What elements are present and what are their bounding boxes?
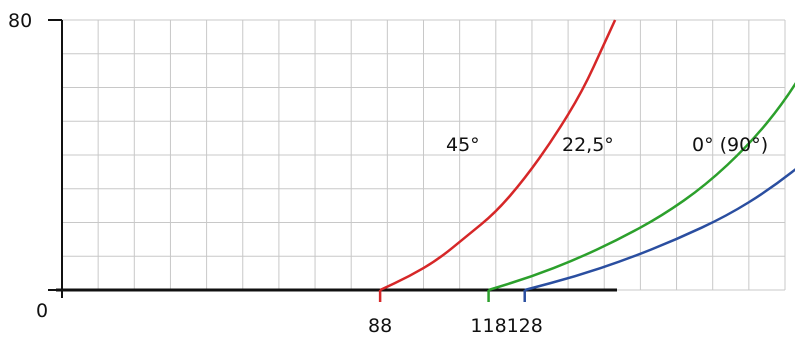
series-label: 45° xyxy=(446,134,480,156)
x-tick-label: 88 xyxy=(368,315,392,337)
x-tick-label: 128 xyxy=(507,315,543,337)
series-label: 0° (90°) xyxy=(692,134,768,156)
series-lines xyxy=(379,19,795,292)
grid xyxy=(61,19,786,291)
tick-labels: 0 80 88 118 128 xyxy=(8,10,543,337)
series-labels: 45° 22,5° 0° (90°) xyxy=(446,134,768,156)
y-tick-label: 80 xyxy=(8,10,32,32)
series-line xyxy=(379,19,617,292)
series-line xyxy=(524,168,795,292)
x-tick-label: 118 xyxy=(470,315,506,337)
series-line xyxy=(488,82,795,292)
series-label: 22,5° xyxy=(562,134,614,156)
y-tick-label: 0 xyxy=(36,300,48,322)
